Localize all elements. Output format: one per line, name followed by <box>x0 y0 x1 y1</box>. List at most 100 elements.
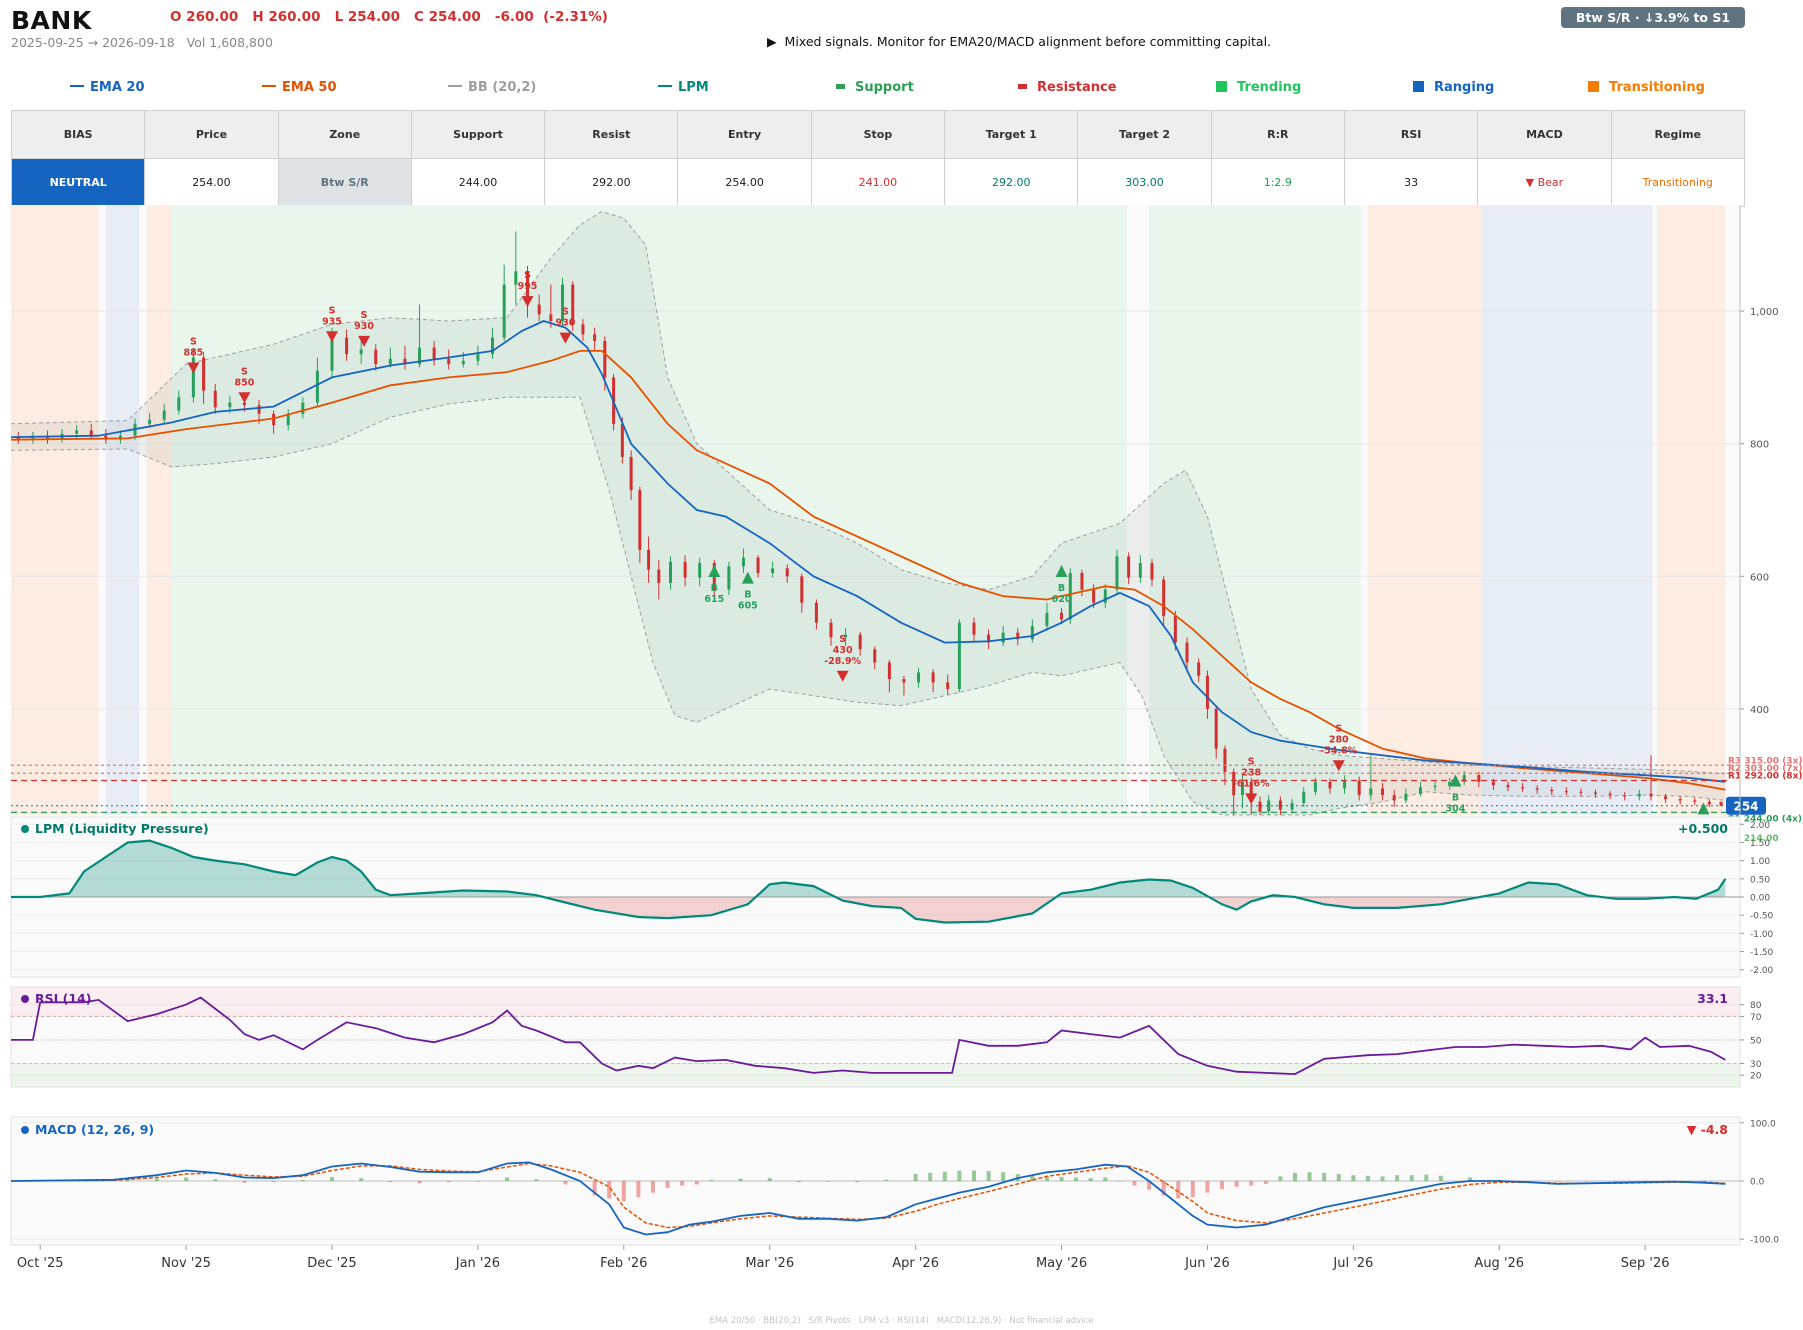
x-axis-tick-label: Feb '26 <box>600 1256 647 1271</box>
rsi-tick-label: 70 <box>1750 1013 1762 1023</box>
candle-body <box>727 566 731 590</box>
candle-body <box>669 561 673 583</box>
candle-body <box>345 337 349 355</box>
macd-value: ▼ -4.8 <box>1687 1122 1728 1137</box>
macd-hist-bar <box>300 1179 305 1181</box>
sell-signal-label: S <box>524 270 531 281</box>
candle-body <box>1127 556 1131 578</box>
macd-hist-bar <box>184 1177 189 1181</box>
sell-signal-label: 935 <box>322 316 342 327</box>
signal-message: ▶ Mixed signals. Monitor for EMA20/MACD … <box>767 34 1272 49</box>
candle-body <box>228 402 232 408</box>
candle-body <box>490 337 494 355</box>
macd-hist-bar <box>1205 1181 1210 1193</box>
macd-hist-bar <box>1643 1181 1648 1182</box>
macd-hist-bar <box>1263 1181 1268 1184</box>
x-axis-tick-label: Jul '26 <box>1332 1256 1373 1271</box>
sell-signal-label: S <box>329 305 336 316</box>
candle-body <box>418 347 422 365</box>
candle-body <box>1564 791 1568 793</box>
macd-hist-bar <box>1147 1181 1152 1190</box>
summary-header-regime: Regime <box>1610 110 1746 159</box>
macd-hist-bar <box>680 1181 685 1186</box>
macd-hist-bar <box>1088 1178 1093 1181</box>
buy-signal-marker <box>1697 802 1710 815</box>
macd-hist-bar <box>1409 1175 1414 1181</box>
x-axis-tick-label: Aug '26 <box>1474 1256 1524 1271</box>
macd-hist-bar <box>1584 1181 1589 1182</box>
legend-label: Trending <box>1237 80 1302 95</box>
macd-hist-bar <box>694 1181 699 1185</box>
candle-body <box>526 271 530 305</box>
summary-value-r-r: 1:2.9 <box>1210 158 1345 207</box>
x-axis-tick-label: May '26 <box>1036 1256 1087 1271</box>
legend-label: Transitioning <box>1609 80 1705 95</box>
macd-hist-bar <box>1190 1181 1195 1198</box>
sell-signal-label: S <box>241 366 248 377</box>
candle-body <box>657 569 661 583</box>
buy-signal-label: 605 <box>738 601 758 612</box>
sell-signal-marker <box>187 362 200 374</box>
candle-body <box>571 284 575 325</box>
buy-signal-label: B <box>1452 793 1459 804</box>
rsi-tick-label: 20 <box>1750 1072 1762 1082</box>
buy-signal-label: 304 <box>1446 804 1466 815</box>
candle-body <box>1173 616 1177 643</box>
macd-hist-bar <box>1220 1181 1225 1190</box>
rsi-title-dot <box>21 995 29 1003</box>
macd-hist-bar <box>1074 1177 1079 1181</box>
macd-hist-bar <box>636 1181 641 1198</box>
sell-signal-label: -28.9% <box>824 656 861 667</box>
candle-body <box>1343 780 1347 789</box>
sell-signal-marker <box>521 296 534 308</box>
lpm-line <box>11 839 1727 924</box>
buy-signal-label: B <box>744 590 751 601</box>
macd-hist-bar <box>607 1181 612 1199</box>
macd-hist-bar <box>913 1174 918 1181</box>
rsi-panel-bg <box>10 986 1741 1088</box>
sell-signal-marker <box>559 332 572 344</box>
summary-value-macd: ▼ Bear <box>1477 158 1612 207</box>
macd-hist-bar <box>388 1181 393 1183</box>
candle-body <box>1664 796 1668 800</box>
macd-hist-bar <box>767 1178 772 1181</box>
sell-signal-label: 850 <box>235 377 255 388</box>
lpm-value: +0.500 <box>1678 821 1728 836</box>
lpm-tick-label: 1.50 <box>1750 839 1770 849</box>
date-range-volume: 2025-09-25 → 2026-09-18 Vol 1,608,800 <box>11 35 273 50</box>
sr-level-label: R3 315.00 (3x) <box>1728 756 1802 766</box>
macd-hist-bar <box>796 1181 801 1183</box>
lpm-tick-label: 0.00 <box>1750 894 1770 904</box>
lpm-negative-area <box>11 897 1726 923</box>
rsi-tick-label: 30 <box>1750 1060 1762 1070</box>
sell-signal-label: 430 <box>833 645 853 656</box>
candle-body <box>800 576 804 603</box>
legend-swatch <box>836 84 845 89</box>
summary-value-bias: NEUTRAL <box>10 158 146 207</box>
lpm-tick-label: -2.00 <box>1750 966 1774 976</box>
candle-body <box>461 360 465 365</box>
candle-body <box>972 622 976 635</box>
candle-body <box>1150 563 1154 580</box>
regime-band-transitioning <box>146 205 172 815</box>
regime-band-ranging <box>105 205 140 815</box>
lpm-tick-label: -0.50 <box>1750 912 1774 922</box>
sell-signal-label: -54.8% <box>1320 745 1357 756</box>
candle-body <box>1068 572 1072 620</box>
candle-body <box>1249 781 1253 802</box>
macd-hist-bar <box>592 1181 597 1196</box>
legend-label: BB (20,2) <box>468 80 537 95</box>
candle-body <box>1162 579 1166 617</box>
buy-signal-marker <box>1055 565 1068 577</box>
sell-signal-label: -61.6% <box>1233 778 1270 789</box>
macd-hist-bar <box>884 1179 889 1181</box>
macd-hist-bar <box>1117 1181 1122 1182</box>
buy-signal-marker <box>1449 774 1462 787</box>
summary-header-entry: Entry <box>677 110 812 159</box>
footer-note: EMA 20/50 · BB(20,2) · S/R Pivots · LPM … <box>709 1316 1094 1326</box>
sell-signal-label: 280 <box>1329 734 1349 745</box>
macd-hist-bar <box>650 1181 655 1193</box>
bb-lower-line <box>10 396 1726 816</box>
rsi-value: 33.1 <box>1697 991 1728 1006</box>
x-axis-tick-label: Sep '26 <box>1621 1256 1670 1271</box>
